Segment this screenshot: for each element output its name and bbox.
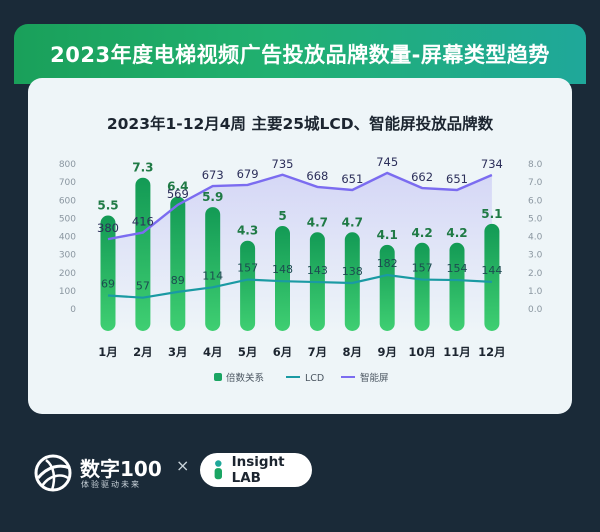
bar-value-label: 4.1 (377, 228, 398, 242)
legend-label-lcd: LCD (305, 373, 324, 384)
legend-label-ratio: 倍数关系 (226, 372, 264, 384)
smart-screen-value-label: 668 (306, 169, 328, 183)
legend-label-smart-screen: 智能屏 (360, 372, 389, 384)
lcd-value-label: 69 (101, 277, 115, 290)
x-axis-tick: 7月 (308, 345, 328, 359)
left-axis-tick: 400 (59, 233, 76, 243)
lcd-value-label: 157 (237, 262, 258, 275)
left-axis-tick: 600 (59, 196, 76, 206)
lcd-value-label: 114 (202, 269, 223, 282)
lcd-value-label: 148 (272, 263, 293, 276)
smart-screen-value-label: 651 (446, 172, 468, 186)
x-axis-tick: 8月 (343, 345, 363, 359)
header-banner: 2023年度电梯视频广告投放品牌数量-屏幕类型趋势 (14, 24, 586, 84)
bar-ratio (275, 226, 290, 331)
bar-value-label: 7.3 (132, 161, 153, 175)
right-axis-tick: 5.0 (528, 214, 543, 224)
chart-title: 2023年1-12月4周 主要25城LCD、智能屏投放品牌数 (106, 115, 494, 133)
left-axis-tick: 800 (59, 160, 76, 170)
logo-tagline: 体验驱动未来 (81, 480, 141, 489)
right-axis-tick: 1.0 (528, 287, 543, 297)
footer: 数字100 体验驱动未来 × Insight LAB (28, 450, 328, 498)
bar-ratio (100, 215, 116, 331)
x-axis-tick: 4月 (203, 345, 223, 359)
lcd-value-label: 182 (377, 257, 398, 270)
left-axis-tick: 500 (59, 214, 76, 224)
right-axis-tick: 8.0 (528, 160, 543, 170)
bar-value-label: 5.9 (202, 190, 223, 204)
line-lcd (107, 273, 492, 299)
bar-value-label: 4.2 (411, 226, 432, 240)
right-axis-tick: 2.0 (528, 269, 543, 279)
smart-screen-value-label: 734 (481, 157, 503, 171)
lcd-value-label: 154 (447, 262, 468, 275)
separator-x: × (176, 456, 190, 475)
smart-screen-value-label: 679 (237, 167, 259, 181)
left-axis-tick: 700 (59, 178, 76, 188)
smart-screen-value-label: 380 (97, 221, 119, 235)
legend-swatch-ratio (214, 373, 222, 381)
lcd-value-label: 138 (342, 265, 363, 278)
x-axis-tick: 1月 (98, 345, 118, 359)
bar-value-label: 4.3 (237, 224, 258, 238)
left-axis-tick: 0 (70, 305, 76, 315)
left-axis-tick: 200 (59, 269, 76, 279)
bar-value-label: 5.1 (481, 207, 502, 221)
left-axis-tick: 300 (59, 251, 76, 261)
bar-ratio (344, 232, 360, 331)
line-smart-screen (107, 171, 493, 241)
insight-logo-icon (214, 460, 222, 480)
bar-ratio (170, 196, 186, 331)
smart-screen-area (108, 172, 492, 331)
right-axis-tick: 7.0 (528, 178, 543, 188)
banner-title: 2023年度电梯视频广告投放品牌数量-屏幕类型趋势 (50, 43, 550, 67)
smart-screen-value-label: 651 (341, 172, 363, 186)
x-axis-tick: 2月 (133, 345, 153, 359)
bar-value-label: 5 (278, 209, 286, 223)
lcd-value-label: 143 (307, 264, 328, 277)
right-axis-tick: 6.0 (528, 196, 543, 206)
x-axis-tick: 9月 (377, 345, 397, 359)
smart-screen-value-label: 735 (272, 157, 294, 171)
smart-screen-value-label: 673 (202, 168, 224, 182)
logo-name: 数字100 (80, 457, 162, 481)
right-axis-tick: 4.0 (528, 233, 543, 243)
x-axis-tick: 10月 (408, 345, 436, 359)
x-axis-tick: 3月 (168, 345, 188, 359)
lcd-value-label: 57 (136, 280, 150, 293)
bar-ratio (484, 223, 500, 331)
smart-screen-value-label: 745 (376, 155, 398, 169)
right-axis-tick: 3.0 (528, 251, 543, 261)
smart-screen-value-label: 569 (167, 187, 189, 201)
bar-value-label: 4.2 (446, 226, 467, 240)
bar-ratio (135, 177, 151, 331)
x-axis-tick: 11月 (443, 345, 471, 359)
bar-value-label: 4.7 (307, 215, 328, 229)
right-axis-tick: 0.0 (528, 305, 543, 315)
bar-ratio (449, 242, 465, 331)
bar-value-label: 4.7 (342, 215, 363, 229)
chart-canvas: 800 700 600 500 400 300 200 100 0 8.0 7.0 6.0 5.0 4.0… (59, 155, 543, 384)
bar-ratio (414, 242, 430, 331)
partner-name: Insight LAB (231, 454, 285, 486)
lcd-value-label: 89 (171, 274, 185, 287)
bar-ratio (379, 244, 395, 331)
bar-value-label: 5.5 (97, 199, 118, 213)
lcd-value-label: 157 (412, 262, 433, 275)
left-axis-tick: 100 (59, 287, 76, 297)
insight-lab-badge: Insight LAB (200, 453, 312, 487)
chart-panel: 2023年1-12月4周 主要25城LCD、智能屏投放品牌数 800 700 600… (28, 78, 572, 414)
x-axis-tick: 5月 (238, 345, 258, 359)
bar-value-label: 6.4 (167, 180, 188, 194)
smart-screen-value-label: 416 (132, 215, 154, 229)
x-axis-tick: 6月 (273, 345, 293, 359)
smart-screen-value-label: 662 (411, 170, 433, 184)
bar-ratio (240, 240, 256, 331)
lcd-value-label: 144 (481, 264, 502, 277)
x-axis-tick: 12月 (478, 345, 506, 359)
bar-ratio (205, 207, 221, 331)
globe-logo-icon (34, 454, 72, 492)
